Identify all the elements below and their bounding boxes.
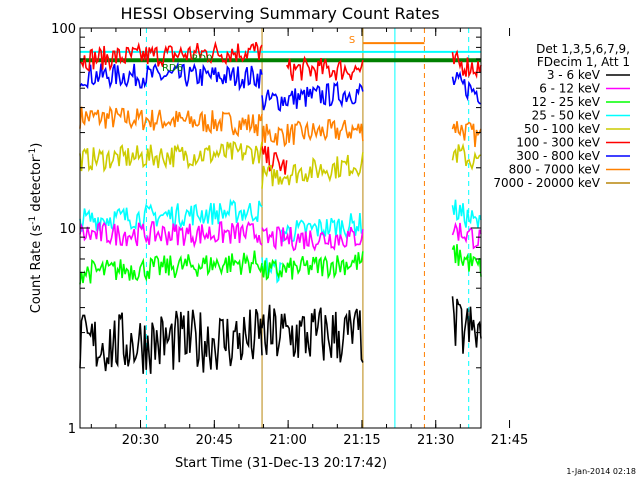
series-3-6-keV-seg-2 bbox=[451, 296, 482, 354]
series-50-100-keV-seg-0 bbox=[79, 140, 263, 173]
series-50-100-keV-seg-1 bbox=[261, 152, 364, 189]
series-300-800-keV-seg-2 bbox=[451, 70, 482, 105]
series-300-800-keV-seg-1 bbox=[261, 80, 364, 113]
x-tick-label-1: 20:45 bbox=[196, 433, 233, 448]
y-tick-label-1: 10 bbox=[59, 222, 76, 237]
legend-header-0: Det 1,3,5,6,7,9, bbox=[536, 42, 630, 56]
series-12-25-keV-seg-1 bbox=[261, 251, 364, 281]
series-25-50-keV-seg-3 bbox=[451, 199, 482, 228]
series-100-300-keV-seg-3 bbox=[451, 49, 482, 79]
series-6-12-keV-seg-2 bbox=[451, 221, 482, 250]
series-100-300-keV-seg-0 bbox=[79, 40, 263, 72]
ticks-layer: 20:30 20:45 21:00 21:15 21:30 21:45 1 10 100 bbox=[51, 22, 528, 448]
series-300-800-keV-seg-0 bbox=[79, 61, 263, 92]
legend-label-5: 100 - 300 keV bbox=[516, 136, 600, 150]
series-6-12-keV-seg-0 bbox=[79, 221, 263, 249]
series-3-6-keV-seg-1 bbox=[261, 304, 364, 363]
series-800-7000-keV-seg-0 bbox=[79, 105, 263, 138]
series-800-7000-keV-seg-1 bbox=[261, 118, 364, 148]
legend-label-3: 25 - 50 keV bbox=[532, 109, 601, 123]
legend: Det 1,3,5,6,7,9,FDecim 1, Att 13 - 6 keV… bbox=[493, 42, 630, 190]
annotation-rd6: RD6 bbox=[162, 63, 183, 74]
y-tick-label-0: 1 bbox=[68, 422, 76, 437]
annotation-rd0: RD0 bbox=[191, 54, 212, 65]
legend-label-1: 6 - 12 keV bbox=[539, 82, 601, 96]
annotation-s: S bbox=[349, 35, 355, 46]
legend-label-4: 50 - 100 keV bbox=[524, 122, 601, 136]
series-100-300-keV-seg-2 bbox=[286, 55, 364, 82]
series-50-100-keV-seg-2 bbox=[451, 142, 482, 171]
series-6-12-keV-seg-1 bbox=[261, 226, 364, 252]
footer-stamp: 1-Jan-2014 02:18 bbox=[566, 467, 636, 476]
legend-label-0: 3 - 6 keV bbox=[547, 68, 601, 82]
series-12-25-keV-seg-2 bbox=[451, 244, 482, 277]
series-100-300-keV-seg-1 bbox=[261, 145, 288, 175]
x-tick-label-5: 21:45 bbox=[491, 433, 528, 448]
series-3-6-keV-seg-0 bbox=[79, 308, 263, 374]
chart-title: HESSI Observing Summary Count Rates bbox=[120, 4, 439, 23]
series-25-50-keV-seg-2 bbox=[280, 213, 364, 243]
y-axis-label: Count Rate (s-1 detector-1) bbox=[28, 143, 44, 314]
x-tick-label-0: 20:30 bbox=[122, 433, 159, 448]
legend-label-7: 800 - 7000 keV bbox=[509, 163, 601, 177]
x-tick-label-2: 21:00 bbox=[269, 433, 306, 448]
x-axis-label: Start Time (31-Dec-13 20:17:42) bbox=[175, 456, 387, 471]
legend-label-8: 7000 - 20000 keV bbox=[493, 176, 600, 190]
series-12-25-keV-seg-0 bbox=[79, 250, 263, 285]
y-tick-label-2: 100 bbox=[51, 22, 76, 37]
series-800-7000-keV-seg-2 bbox=[451, 121, 482, 148]
x-tick-label-4: 21:30 bbox=[417, 433, 454, 448]
legend-label-2: 12 - 25 keV bbox=[532, 95, 601, 109]
legend-label-6: 300 - 800 keV bbox=[516, 149, 600, 163]
x-tick-label-3: 21:15 bbox=[343, 433, 380, 448]
legend-header-1: FDecim 1, Att 1 bbox=[537, 55, 630, 69]
data-layer: S RD0 RD6 bbox=[79, 28, 482, 428]
series-25-50-keV-seg-0 bbox=[79, 198, 263, 232]
